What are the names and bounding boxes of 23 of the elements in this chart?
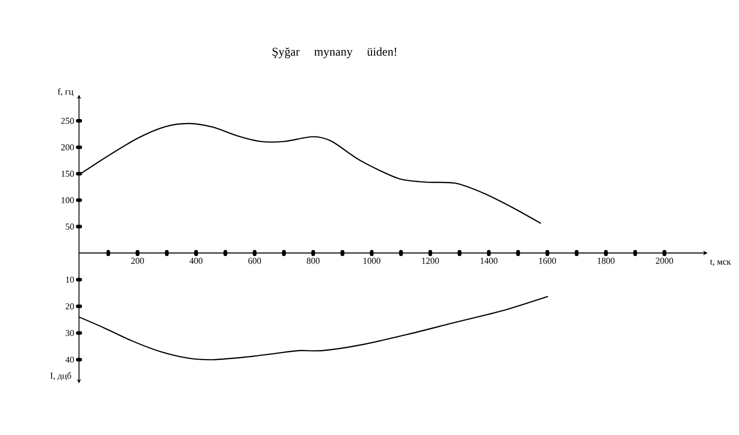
x-tick-label: 1600: [539, 258, 556, 264]
x-tick-label: 1200: [422, 258, 439, 264]
y-tick-label: 200: [61, 144, 74, 150]
x-tick-label: 1800: [598, 258, 615, 264]
y-axis-title: I, дцб: [50, 372, 72, 380]
x-tick-label: 400: [190, 258, 202, 264]
x-tick-label: 800: [306, 258, 320, 264]
y-tick-label: 10: [66, 276, 74, 283]
x-tick-label: 1400: [480, 258, 498, 264]
x-tick-label: 2000: [656, 258, 674, 264]
y-tick-label: 50: [66, 224, 74, 230]
x-tick-label: 600: [248, 258, 262, 264]
y-tick-label: 20: [66, 303, 74, 310]
y-axis-title: f, гц: [58, 88, 74, 96]
x-axis-title: t, мск: [710, 260, 732, 266]
y-tick-label: 100: [62, 197, 74, 204]
x-tick-label: 1000: [364, 258, 380, 264]
y-tick-label: 250: [61, 118, 74, 124]
y-tick-label: 150: [62, 170, 74, 177]
y-tick-label: 40: [65, 356, 74, 363]
x-tick-label: 200: [131, 258, 144, 264]
y-tick-label: 30: [66, 330, 74, 336]
chart-title: Şyğar mynany üiden!: [272, 47, 396, 58]
